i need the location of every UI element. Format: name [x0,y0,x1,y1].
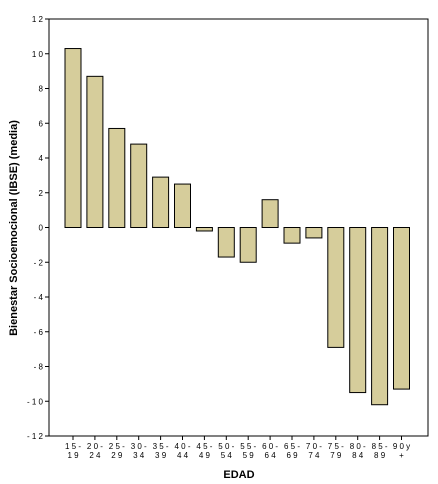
x-tick-label: 7 4 [308,451,320,460]
x-tick-label: 7 0 - [306,442,322,451]
x-tick-label: 2 5 - [109,442,125,451]
bar [349,227,367,394]
bar [174,183,191,228]
bar [108,127,126,228]
bar [64,48,82,228]
x-tick-label: 9 0 y [393,442,410,451]
x-tick-label: 4 5 - [196,442,212,451]
y-tick-label: - 4 [34,293,44,302]
x-tick-label: 4 0 - [174,442,190,451]
bar [195,227,213,232]
y-tick-label: 8 [39,85,44,94]
y-tick-label: 1 2 [32,15,44,24]
x-tick-label: 2 9 [111,451,123,460]
x-tick-label: 7 5 - [328,442,344,451]
bar [217,227,235,258]
bar [130,143,148,229]
x-tick-label: 2 4 [89,451,101,460]
x-tick-label: 5 5 - [240,442,256,451]
y-tick-label: - 2 [34,258,44,267]
x-tick-label: 5 4 [221,451,233,460]
x-axis-title: EDAD [223,469,254,481]
y-tick-label: 6 [39,119,44,128]
x-tick-label: 4 4 [177,451,189,460]
bar [371,227,389,406]
x-tick-label: 8 0 - [350,442,366,451]
y-tick-label: 2 [39,189,44,198]
y-tick-label: - 8 [34,363,44,372]
x-tick-label: 7 9 [330,451,342,460]
y-tick-label: - 1 2 [27,432,44,441]
y-tick-label: 1 0 [32,50,44,59]
x-tick-label: 1 5 - [65,442,81,451]
x-tick-label: 6 4 [265,451,277,460]
x-tick-label: 3 9 [155,451,167,460]
bar [327,227,345,348]
y-tick-label: 0 [39,224,44,233]
x-tick-label: 1 9 [67,451,79,460]
x-tick-label: 5 9 [243,451,255,460]
bar [283,227,301,244]
bar [305,227,323,239]
bar [152,176,170,229]
y-tick-label: - 6 [34,328,44,337]
y-tick-label: - 1 0 [27,397,44,406]
x-tick-label: 3 4 [133,451,145,460]
x-tick-label: 6 0 - [262,442,278,451]
x-tick-label: 3 5 - [153,442,169,451]
x-tick-label: 6 5 - [284,442,300,451]
x-tick-label: 2 0 - [87,442,103,451]
x-tick-label: 3 0 - [131,442,147,451]
x-tick-label: 4 9 [199,451,211,460]
x-tick-label: 8 9 [374,451,386,460]
bar [86,75,104,229]
bar [261,199,279,228]
x-tick-label: + [399,451,404,460]
bar [239,227,257,263]
y-axis-title: Bienestar Socioemocional (IBSE) (media) [8,120,20,336]
y-tick-label: 4 [39,154,44,163]
x-tick-label: 5 0 - [218,442,234,451]
bar [393,227,410,390]
x-tick-label: 8 5 - [372,442,388,451]
x-tick-label: 8 4 [352,451,364,460]
x-tick-label: 6 9 [286,451,298,460]
